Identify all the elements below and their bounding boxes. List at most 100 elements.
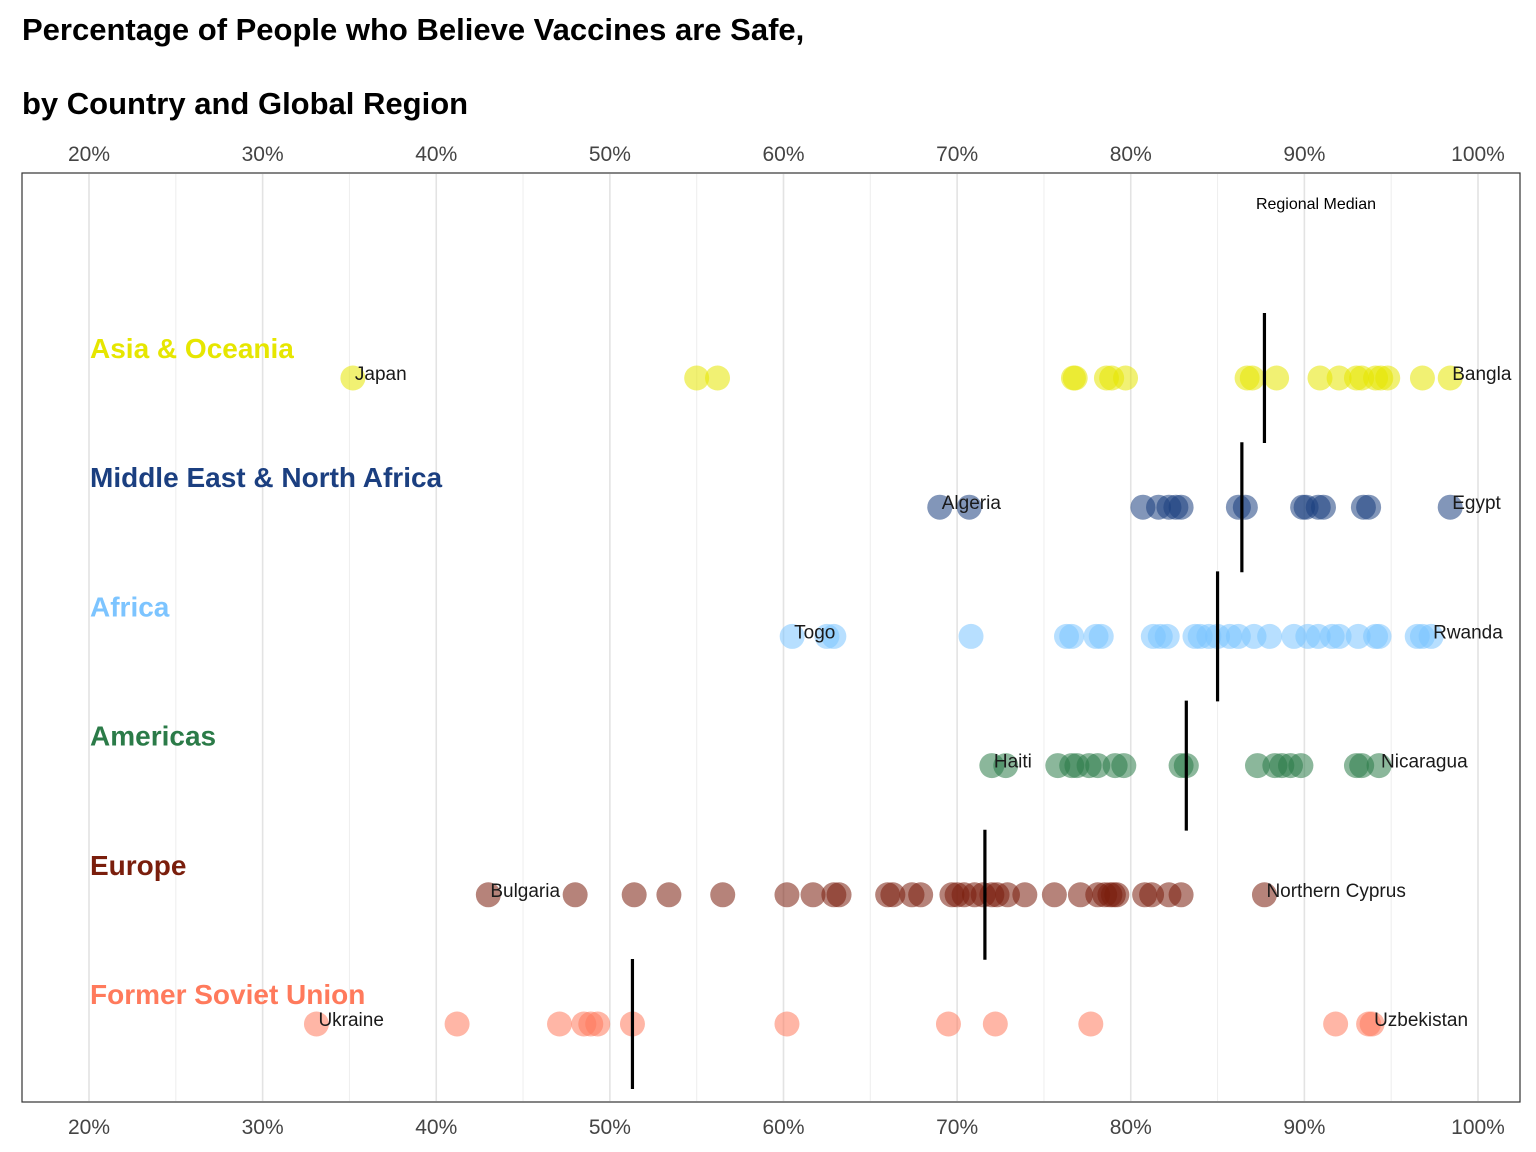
country-point — [1168, 494, 1194, 520]
country-point — [1041, 882, 1067, 908]
country-point — [340, 365, 366, 391]
country-label-high: Rwanda — [1433, 622, 1503, 643]
country-point — [1059, 623, 1085, 649]
country-point — [927, 494, 953, 520]
region-label: Former Soviet Union — [90, 979, 365, 1010]
region-label: Americas — [90, 721, 216, 752]
country-point — [1310, 494, 1336, 520]
region-row: Asia & Oceania Japan Bangla — [90, 313, 1512, 443]
country-point — [1067, 882, 1093, 908]
country-point — [1437, 365, 1463, 391]
country-point — [1345, 623, 1371, 649]
country-point — [1257, 623, 1283, 649]
country-point — [1326, 365, 1352, 391]
country-label-high: Nicaragua — [1381, 752, 1468, 773]
x-tick-label-top: 30% — [242, 143, 284, 166]
x-tick-label-top: 70% — [936, 143, 978, 166]
x-tick-label-bottom: 30% — [242, 1116, 284, 1139]
x-tick-label-bottom: 70% — [936, 1116, 978, 1139]
country-point — [562, 882, 588, 908]
country-point — [956, 494, 982, 520]
x-tick-label-bottom: 60% — [762, 1116, 804, 1139]
country-point — [1168, 882, 1194, 908]
country-point — [1359, 1011, 1385, 1037]
top-axis-ticks: 20% 30% 40% 50% 60% 70% 80% 90% 100% — [68, 143, 1505, 166]
country-point — [1154, 623, 1180, 649]
country-point — [303, 1011, 329, 1037]
country-point — [1012, 882, 1038, 908]
country-point — [1264, 365, 1290, 391]
country-label-high: Northern Cyprus — [1266, 881, 1405, 902]
country-point — [958, 623, 984, 649]
country-label-low: Bulgaria — [490, 881, 560, 902]
x-tick-label-bottom: 90% — [1283, 1116, 1325, 1139]
country-point — [1239, 365, 1265, 391]
country-label-low: Japan — [355, 364, 407, 385]
region-row: Americas Haiti Nicaragua — [90, 700, 1468, 831]
country-point — [1356, 494, 1382, 520]
x-tick-label-top: 40% — [415, 143, 457, 166]
country-point — [774, 1011, 800, 1037]
country-point — [779, 623, 805, 649]
plot-panel-border — [21, 172, 1521, 1103]
country-point — [710, 882, 736, 908]
country-label-high: Bangla — [1452, 364, 1512, 385]
region-label: Middle East & North Africa — [90, 462, 443, 493]
country-point — [1349, 753, 1375, 779]
x-tick-label-bottom: 20% — [68, 1116, 110, 1139]
country-label-low: Ukraine — [318, 1010, 383, 1031]
country-point — [1375, 365, 1401, 391]
x-tick-label-top: 50% — [589, 143, 631, 166]
region-row: Middle East & North Africa Algeria Egypt — [90, 442, 1502, 573]
country-point — [800, 882, 826, 908]
country-point — [1244, 753, 1270, 779]
x-tick-label-top: 80% — [1110, 143, 1152, 166]
country-point — [774, 882, 800, 908]
country-point — [705, 365, 731, 391]
country-label-low: Algeria — [942, 493, 1002, 514]
x-tick-label-top: 90% — [1283, 143, 1325, 166]
country-point — [1085, 753, 1111, 779]
country-point — [1113, 365, 1139, 391]
country-label-low: Haiti — [994, 752, 1032, 773]
region-row: Europe Bulgaria Northern Cyprus — [90, 829, 1406, 960]
country-point — [1288, 753, 1314, 779]
x-tick-label-bottom: 80% — [1110, 1116, 1152, 1139]
country-label-high: Uzbekistan — [1374, 1010, 1468, 1031]
country-point — [1111, 753, 1137, 779]
country-point — [1366, 623, 1392, 649]
country-point — [1418, 623, 1444, 649]
country-label-low: Togo — [794, 622, 835, 643]
x-tick-label-bottom: 40% — [415, 1116, 457, 1139]
country-point — [1232, 494, 1258, 520]
country-point — [444, 1011, 470, 1037]
country-point — [621, 882, 647, 908]
region-label: Asia & Oceania — [90, 333, 294, 364]
x-tick-label-top: 60% — [762, 143, 804, 166]
x-tick-label-bottom: 100% — [1451, 1116, 1505, 1139]
country-point — [880, 882, 906, 908]
country-point — [475, 882, 501, 908]
country-point — [1062, 365, 1088, 391]
regional-median-label: Regional Median — [1256, 196, 1376, 213]
country-point — [908, 882, 934, 908]
country-point — [1307, 365, 1333, 391]
country-point — [994, 882, 1020, 908]
country-point — [826, 882, 852, 908]
country-point — [547, 1011, 573, 1037]
country-point — [1326, 623, 1352, 649]
country-point — [1409, 365, 1435, 391]
country-point — [1251, 882, 1277, 908]
country-point — [585, 1011, 611, 1037]
country-point — [993, 753, 1019, 779]
region-label: Africa — [90, 591, 170, 622]
country-point — [821, 623, 847, 649]
country-point — [1088, 623, 1114, 649]
x-tick-label-top: 20% — [68, 143, 110, 166]
country-point — [1366, 753, 1392, 779]
country-point — [684, 365, 710, 391]
x-tick-label-bottom: 50% — [589, 1116, 631, 1139]
gridlines — [88, 174, 1479, 1101]
country-point — [1437, 494, 1463, 520]
